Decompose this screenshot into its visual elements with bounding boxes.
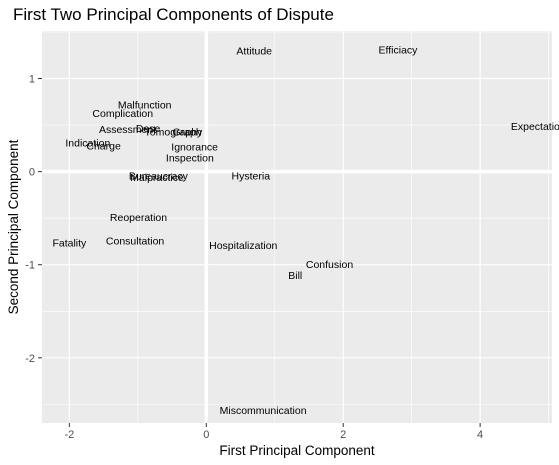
point-label-fatality: Fatality [52,237,87,249]
point-label-malfunction: Malfunction [118,100,172,112]
x-axis-title: First Principal Component [219,443,375,458]
point-label-tomography: Tomography [145,127,204,139]
point-label-graph: Graph [173,127,202,139]
y-tick-label: 1 [29,73,35,85]
chart-title: First Two Principal Components of Disput… [13,5,334,24]
x-axis: -2 0 2 4 [64,423,483,441]
plot-panel [42,31,552,423]
point-label-malpractice: Malpractice [130,172,184,184]
point-label-hysteria: Hysteria [232,170,271,182]
reference-lines [42,31,552,423]
point-label-miscommunication: Miscommunication [220,405,307,417]
point-label-indication: Indication [65,138,110,150]
x-tick-label: 0 [203,429,209,441]
point-label-dose: Dose [136,123,161,135]
point-labels: AttitudeEfficiacyExpectationMalfunctionC… [52,45,559,417]
point-label-efficiacy: Efficiacy [379,45,419,57]
y-tick-label: 0 [29,167,35,179]
point-label-attitude: Attitude [236,46,272,58]
x-tick-label: 4 [477,429,483,441]
y-axis: -2 -1 0 1 [25,73,42,365]
point-label-hospitalization: Hospitalization [209,240,277,252]
point-label-complication: Complication [92,108,153,120]
point-label-consultation: Consultation [106,236,165,248]
point-label-expectation: Expectation [511,121,559,133]
y-tick-label: -2 [25,353,35,365]
point-label-ignorance: Ignorance [171,141,218,153]
point-label-confusion: Confusion [306,259,353,271]
point-label-charge: Charge [86,141,121,153]
point-label-reoperation: Reoperation [110,212,167,224]
x-tick-label: 2 [340,429,346,441]
y-tick-label: -1 [25,260,35,272]
y-axis-title: Second Principal Component [6,139,21,314]
x-tick-label: -2 [64,429,74,441]
point-label-inspection: Inspection [166,153,214,165]
point-label-assessment: Assessment [99,124,156,136]
point-label-bill: Bill [288,270,302,282]
point-label-bureaucracy: Bureaucracy [129,170,189,182]
